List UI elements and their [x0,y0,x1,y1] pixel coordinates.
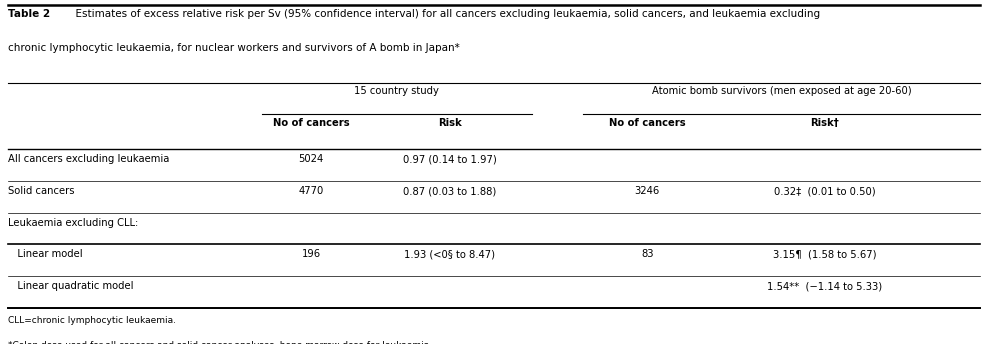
Text: Solid cancers: Solid cancers [8,186,74,196]
Text: No of cancers: No of cancers [273,118,350,128]
Text: 0.97 (0.14 to 1.97): 0.97 (0.14 to 1.97) [403,154,496,164]
Text: 3.15¶  (1.58 to 5.67): 3.15¶ (1.58 to 5.67) [774,249,876,259]
Text: 83: 83 [641,249,653,259]
Text: 4770: 4770 [298,186,324,196]
Text: Table 2: Table 2 [8,9,50,19]
Text: Risk†: Risk† [810,118,840,128]
Text: 15 country study: 15 country study [355,86,439,96]
Text: 0.87 (0.03 to 1.88): 0.87 (0.03 to 1.88) [403,186,496,196]
Text: No of cancers: No of cancers [609,118,686,128]
Text: Risk: Risk [438,118,461,128]
Text: Linear quadratic model: Linear quadratic model [8,281,133,291]
Text: 196: 196 [301,249,321,259]
Text: CLL=chronic lymphocytic leukaemia.: CLL=chronic lymphocytic leukaemia. [8,316,176,325]
Text: Estimates of excess relative risk per Sv (95% confidence interval) for all cance: Estimates of excess relative risk per Sv… [69,9,820,19]
Text: 5024: 5024 [298,154,324,164]
Text: chronic lymphocytic leukaemia, for nuclear workers and survivors of A bomb in Ja: chronic lymphocytic leukaemia, for nucle… [8,43,459,53]
Text: Leukaemia excluding CLL:: Leukaemia excluding CLL: [8,218,138,228]
Text: 3246: 3246 [634,186,660,196]
Text: 0.32‡  (0.01 to 0.50): 0.32‡ (0.01 to 0.50) [775,186,875,196]
Text: Linear model: Linear model [8,249,83,259]
Text: Atomic bomb survivors (men exposed at age 20-60): Atomic bomb survivors (men exposed at ag… [652,86,911,96]
Text: 1.93 (<0§ to 8.47): 1.93 (<0§ to 8.47) [404,249,495,259]
Text: *Colon dose used for all cancers and solid cancer analyses, bone marrow dose for: *Colon dose used for all cancers and sol… [8,341,432,344]
Text: All cancers excluding leukaemia: All cancers excluding leukaemia [8,154,169,164]
Text: 1.54**  (−1.14 to 5.33): 1.54** (−1.14 to 5.33) [768,281,882,291]
